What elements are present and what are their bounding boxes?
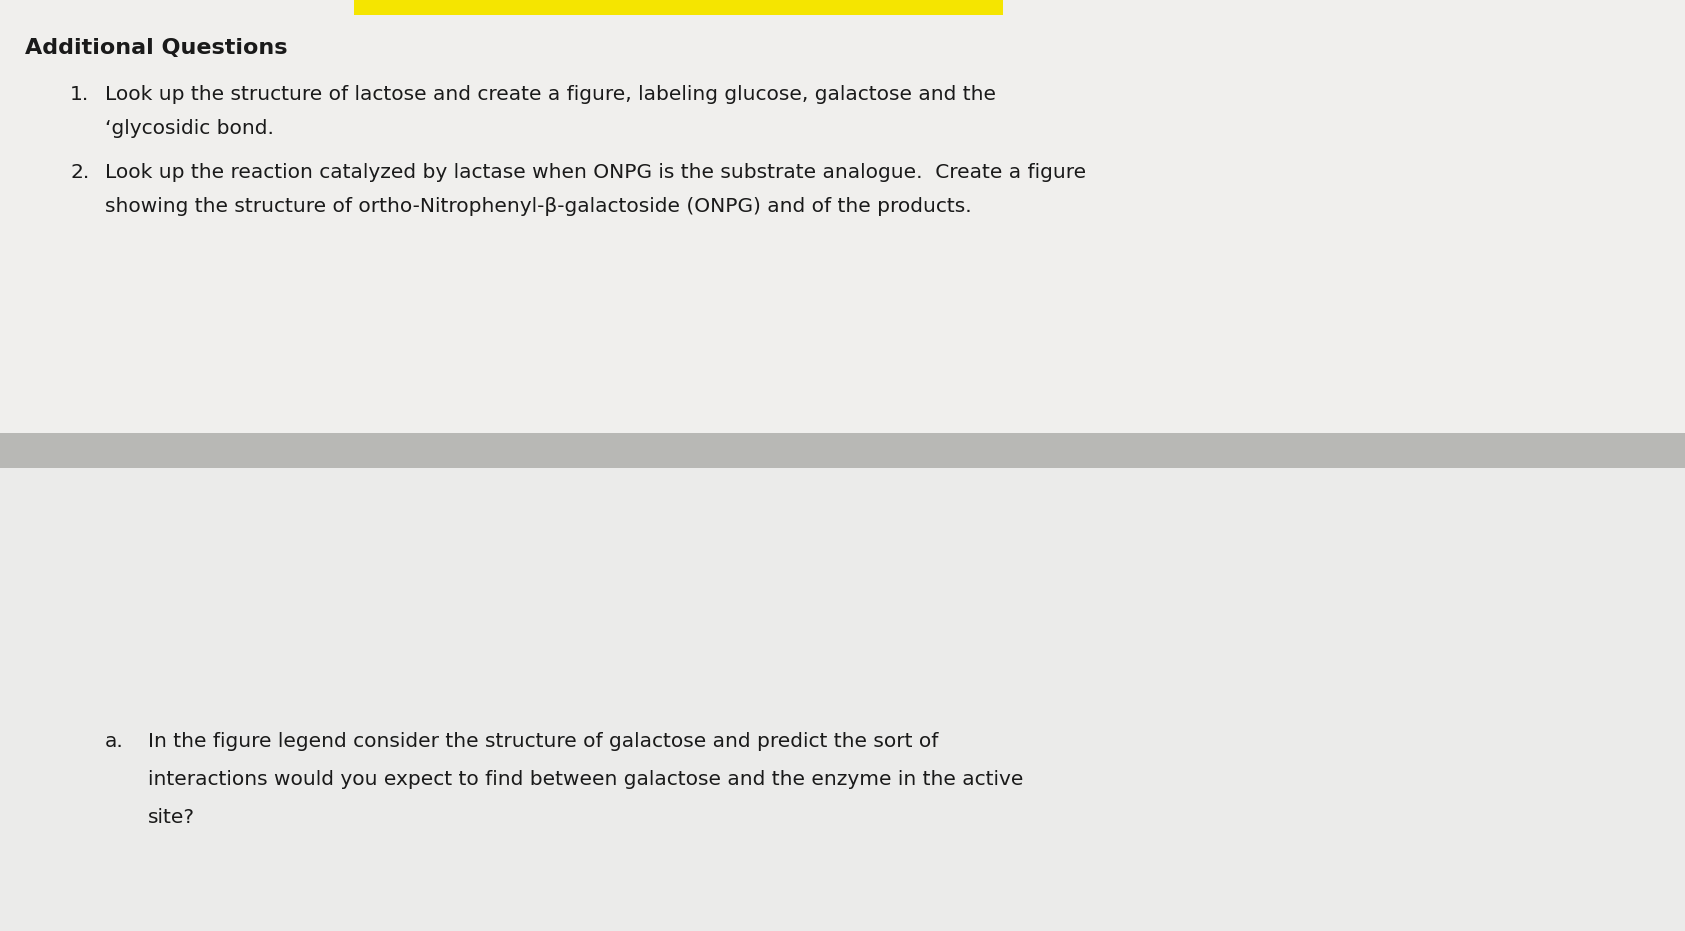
Text: 2.: 2. bbox=[71, 163, 89, 182]
Bar bbox=[0, 468, 1685, 931]
Text: ‘glycosidic bond.: ‘glycosidic bond. bbox=[104, 119, 275, 138]
Text: site?: site? bbox=[148, 808, 195, 827]
Text: Look up the structure of lactose and create a figure, labeling glucose, galactos: Look up the structure of lactose and cre… bbox=[104, 85, 996, 104]
Text: interactions would you expect to find between galactose and the enzyme in the ac: interactions would you expect to find be… bbox=[148, 770, 1023, 789]
Text: showing the structure of ortho-Nitrophenyl-β-galactoside (ONPG) and of the produ: showing the structure of ortho-Nitrophen… bbox=[104, 197, 972, 216]
Text: 1.: 1. bbox=[71, 85, 89, 104]
Text: Look up the reaction catalyzed by lactase when ONPG is the substrate analogue.  : Look up the reaction catalyzed by lactas… bbox=[104, 163, 1087, 182]
Bar bbox=[354, 0, 1003, 15]
Text: Additional Questions: Additional Questions bbox=[25, 38, 288, 58]
Bar bbox=[0, 433, 1685, 468]
Text: a.: a. bbox=[104, 732, 123, 751]
Text: In the figure legend consider the structure of galactose and predict the sort of: In the figure legend consider the struct… bbox=[148, 732, 939, 751]
